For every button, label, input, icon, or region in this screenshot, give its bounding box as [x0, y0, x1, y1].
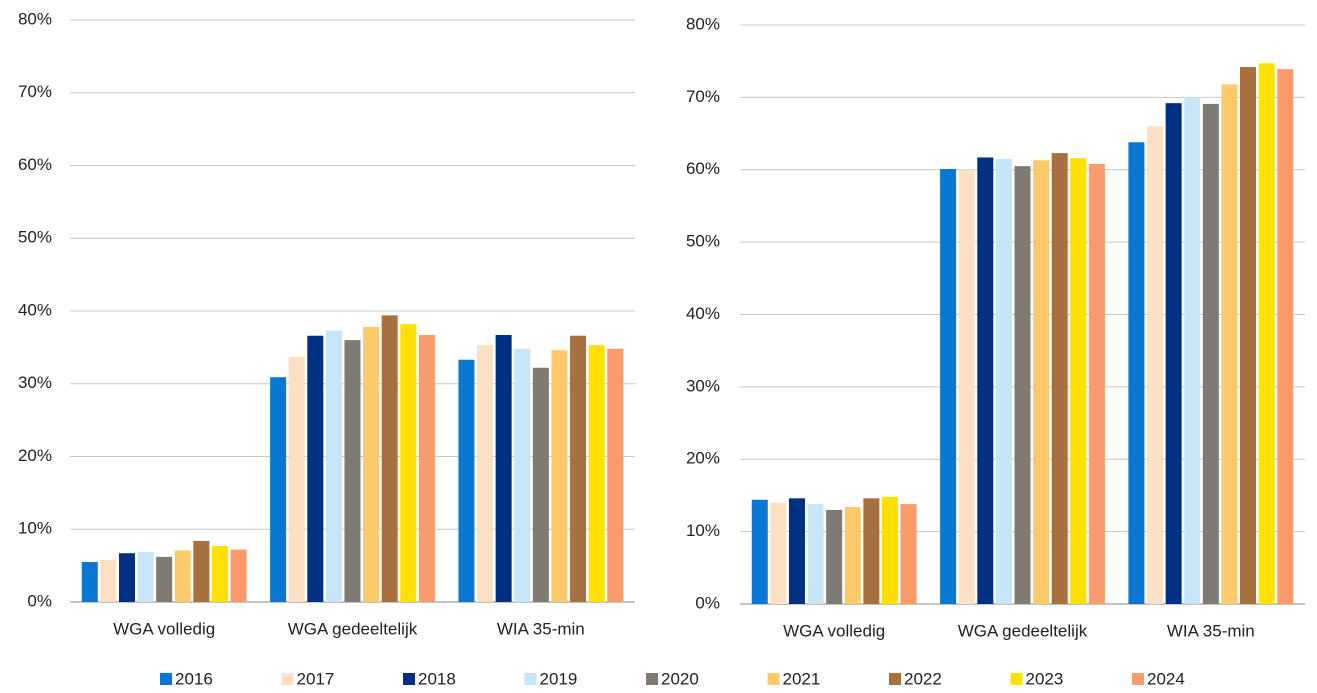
- legend-label: 2024: [1147, 669, 1185, 688]
- bar: [1088, 163, 1105, 604]
- bar: [532, 367, 549, 602]
- x-tick-label: WGA volledig: [783, 621, 885, 640]
- bar: [1258, 63, 1275, 604]
- bar: [995, 158, 1012, 605]
- bar: [751, 499, 768, 604]
- legend-swatch: [1132, 673, 1144, 685]
- y-tick-label: 50%: [18, 228, 52, 247]
- bar: [307, 335, 324, 602]
- legend-label: 2017: [297, 669, 335, 688]
- bar: [1070, 158, 1087, 605]
- y-tick-label: 0%: [695, 593, 720, 612]
- y-tick-label: 40%: [18, 300, 52, 319]
- bar: [1128, 142, 1145, 604]
- bar: [1147, 126, 1164, 604]
- bar: [1033, 160, 1050, 604]
- y-tick-label: 20%: [18, 446, 52, 465]
- legend-swatch: [403, 673, 415, 685]
- bar: [381, 315, 398, 602]
- y-tick-label: 10%: [18, 519, 52, 538]
- legend-label: 2022: [904, 669, 942, 688]
- legend-swatch: [889, 673, 901, 685]
- y-tick-label: 70%: [686, 87, 720, 106]
- y-tick-label: 30%: [18, 373, 52, 392]
- bar: [288, 356, 305, 602]
- y-tick-label: 60%: [686, 159, 720, 178]
- y-tick-label: 70%: [18, 82, 52, 101]
- legend-swatch: [646, 673, 658, 685]
- bar: [495, 335, 512, 602]
- bar: [570, 335, 587, 602]
- y-tick-label: 50%: [686, 232, 720, 251]
- bar: [400, 324, 417, 602]
- bar: [977, 157, 994, 605]
- bar: [363, 327, 380, 602]
- bar: [1240, 66, 1257, 605]
- bar: [100, 559, 117, 602]
- legend-swatch: [524, 673, 537, 685]
- bar: [230, 549, 247, 602]
- bar: [1014, 166, 1031, 604]
- bar: [900, 504, 917, 604]
- legend-label: 2018: [418, 669, 456, 688]
- bar: [863, 498, 880, 604]
- y-tick-label: 10%: [686, 521, 720, 540]
- legend-label: 2019: [540, 669, 578, 688]
- bar: [588, 345, 605, 602]
- legend-swatch: [1010, 673, 1023, 685]
- bar: [193, 540, 210, 602]
- bar: [1221, 84, 1238, 604]
- bar: [137, 551, 154, 602]
- bar: [1051, 153, 1068, 604]
- bar: [807, 504, 824, 604]
- bar: [118, 553, 135, 602]
- bar: [607, 348, 624, 602]
- bar: [770, 502, 787, 604]
- bar: [156, 556, 173, 602]
- bar: [418, 335, 435, 602]
- x-tick-label: WIA 35-min: [497, 619, 585, 638]
- bar: [958, 169, 975, 604]
- legend-swatch: [767, 673, 780, 685]
- y-tick-label: 20%: [686, 449, 720, 468]
- bar: [1277, 69, 1294, 605]
- y-tick-label: 60%: [18, 155, 52, 174]
- bar: [844, 507, 861, 604]
- y-tick-label: 80%: [686, 14, 720, 33]
- bar: [514, 348, 531, 602]
- x-tick-label: WIA 35-min: [1167, 621, 1255, 640]
- bar: [940, 169, 957, 604]
- legend-label: 2020: [661, 669, 699, 688]
- y-tick-label: 40%: [686, 304, 720, 323]
- bar: [81, 561, 98, 602]
- x-tick-label: WGA gedeeltelijk: [288, 619, 418, 638]
- bar: [211, 545, 228, 602]
- legend-label: 2016: [175, 669, 213, 688]
- bar: [1165, 103, 1182, 604]
- bar: [344, 340, 361, 602]
- x-tick-label: WGA gedeeltelijk: [958, 621, 1088, 640]
- y-tick-label: 30%: [686, 376, 720, 395]
- x-tick-label: WGA volledig: [113, 619, 215, 638]
- bar: [270, 377, 287, 602]
- legend-swatch: [281, 673, 294, 685]
- bar: [477, 345, 494, 602]
- y-tick-label: 80%: [18, 9, 52, 28]
- legend-label: 2021: [783, 669, 821, 688]
- bar: [325, 330, 342, 602]
- bar: [458, 359, 475, 602]
- bar: [826, 509, 843, 604]
- bar: [174, 550, 191, 602]
- legend-swatch: [160, 673, 172, 685]
- y-tick-label: 0%: [27, 591, 52, 610]
- legend-label: 2023: [1026, 669, 1064, 688]
- bar: [1184, 97, 1201, 604]
- bar: [551, 350, 568, 602]
- bar: [881, 496, 898, 604]
- bar: [788, 498, 805, 604]
- bar: [1202, 103, 1219, 605]
